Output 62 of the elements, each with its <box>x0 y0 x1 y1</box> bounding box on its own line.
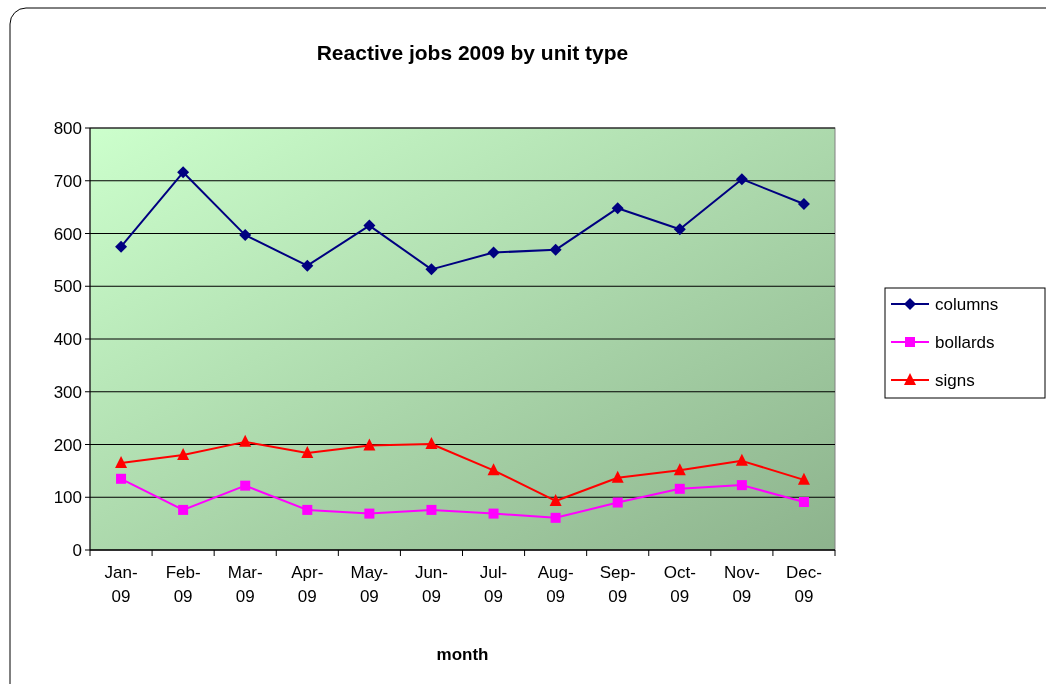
point <box>301 259 314 272</box>
y-tick-label: 500 <box>53 277 82 297</box>
point <box>115 455 128 468</box>
point <box>736 480 747 491</box>
point <box>363 219 376 232</box>
point <box>487 246 500 259</box>
point <box>549 493 562 506</box>
y-tick-label: 800 <box>53 119 82 138</box>
point <box>550 512 561 523</box>
x-tick-label: Oct- 09 <box>663 563 696 606</box>
point <box>425 436 438 449</box>
point <box>115 240 128 253</box>
point <box>611 470 624 483</box>
x-tick-label: Apr- 09 <box>291 563 324 606</box>
point <box>488 508 499 519</box>
point <box>426 504 437 515</box>
y-tick-label: 200 <box>53 435 82 455</box>
point <box>302 504 313 515</box>
y-tick-label: 0 <box>72 541 82 560</box>
x-tick-label: Dec- 09 <box>786 563 822 606</box>
x-tick-label: Aug- 09 <box>537 563 574 606</box>
point <box>177 448 190 461</box>
point <box>549 243 562 256</box>
chart-title: Reactive jobs 2009 by unit type <box>316 41 629 64</box>
point <box>612 497 623 508</box>
y-tick-label: 700 <box>53 171 82 191</box>
point <box>673 463 686 476</box>
x-tick-label: Feb- 09 <box>165 563 201 606</box>
x-tick-label: Jan- 09 <box>104 563 138 606</box>
point <box>301 445 314 458</box>
y-tick-label: 100 <box>53 488 82 508</box>
point <box>674 483 685 494</box>
y-tick-label: 600 <box>53 224 82 244</box>
legend-label: columns <box>935 295 999 314</box>
x-tick-label: May- 09 <box>350 563 389 606</box>
x-tick-label: Mar- 09 <box>227 563 263 606</box>
point <box>735 173 748 186</box>
y-tick-label: 300 <box>53 382 82 402</box>
x-tick-label: Sep- 09 <box>599 563 636 606</box>
point <box>239 434 252 447</box>
point <box>735 453 748 466</box>
point <box>116 473 127 484</box>
point <box>425 263 438 276</box>
y-tick-label: 400 <box>53 330 82 349</box>
point <box>239 229 252 242</box>
x-tick-label: Jul- 09 <box>479 563 508 606</box>
x-axis-title: month <box>436 645 489 664</box>
point <box>240 480 251 491</box>
point <box>364 508 375 519</box>
legend-label: bollards <box>935 333 995 352</box>
point <box>178 504 189 515</box>
x-tick-label: Jun- 09 <box>414 563 448 606</box>
point <box>611 202 624 215</box>
point <box>797 472 810 485</box>
point <box>363 438 376 451</box>
point <box>798 497 809 507</box>
point <box>673 223 686 236</box>
x-tick-label: Nov- 09 <box>723 563 760 606</box>
point <box>487 463 500 476</box>
legend-label: signs <box>935 371 975 390</box>
point <box>177 166 190 179</box>
point <box>797 197 810 210</box>
